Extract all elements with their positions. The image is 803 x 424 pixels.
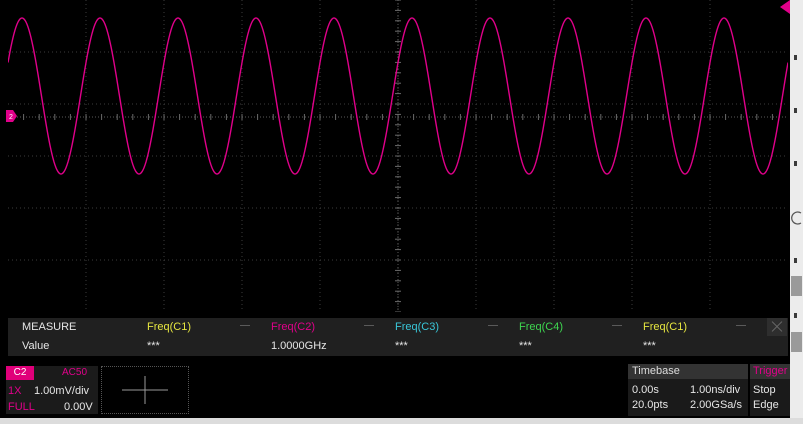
measure-col-divider — [736, 325, 746, 326]
softkey-1[interactable] — [794, 55, 797, 60]
timebase-title: Timebase — [628, 364, 748, 379]
trigger-panel[interactable]: Trigger Stop Edge — [750, 364, 790, 416]
channel-coupling: AC50 — [62, 367, 88, 378]
softkey-3[interactable] — [794, 161, 797, 166]
measure-value-c2: 1.0000GHz — [271, 340, 327, 352]
measure-value-c4: *** — [519, 340, 532, 352]
trigger-title: Trigger — [750, 364, 790, 379]
trigger-level-marker-icon[interactable] — [778, 0, 792, 14]
rotate-knob-icon[interactable] — [790, 210, 803, 226]
measure-title: MEASURE — [22, 321, 77, 333]
measure-col-freq-c3[interactable]: Freq(C3) — [395, 321, 440, 333]
measure-col-freq-c1[interactable]: Freq(C1) — [147, 321, 192, 333]
right-softkey-rail — [780, 0, 803, 424]
softkey-4[interactable] — [794, 258, 797, 263]
svg-text:2: 2 — [9, 114, 13, 121]
timebase-points: 20.0pts — [632, 399, 669, 411]
waveform-display — [8, 0, 788, 312]
softkey-7[interactable] — [791, 332, 802, 352]
channel-probe: 1X — [8, 385, 22, 397]
trigger-state: Stop — [753, 384, 776, 396]
waveform-mini-map[interactable] — [101, 366, 189, 414]
measure-value-c3: *** — [395, 340, 408, 352]
channel-offset: 0.00V — [64, 401, 93, 413]
measure-col-divider — [612, 325, 622, 326]
softkey-6[interactable] — [794, 313, 797, 318]
scope-screen: 2 MEASURE Value Freq(C1) *** Freq(C2) 1.… — [0, 0, 790, 418]
measure-col-divider — [488, 325, 498, 326]
channel-bandwidth: FULL — [8, 401, 35, 413]
close-icon[interactable] — [767, 318, 787, 336]
channel-2-trace — [8, 17, 788, 175]
measure-col-freq-c1-extra[interactable]: Freq(C1) — [643, 321, 688, 333]
measure-col-divider — [364, 325, 374, 326]
timebase-scale: 1.00ns/div — [690, 384, 741, 396]
measure-col-divider — [240, 325, 250, 326]
softkey-2[interactable] — [794, 108, 797, 113]
timebase-sample-rate: 2.00GSa/s — [690, 399, 742, 411]
window-bottom-edge — [0, 418, 803, 424]
measure-col-freq-c4[interactable]: Freq(C4) — [519, 321, 564, 333]
timebase-panel[interactable]: Timebase 0.00s 1.00ns/div 20.0pts 2.00GS… — [628, 364, 748, 416]
timebase-delay: 0.00s — [632, 384, 659, 396]
channel-tag: C2 — [6, 366, 34, 380]
channel-descriptor[interactable]: C2 AC50 1X 1.00mV/div FULL 0.00V — [6, 366, 98, 414]
trigger-type: Edge — [753, 399, 779, 411]
waveform-grid[interactable] — [8, 0, 788, 312]
softkey-5[interactable] — [791, 276, 802, 296]
measure-value-c1: *** — [147, 340, 160, 352]
measure-panel: MEASURE Value Freq(C1) *** Freq(C2) 1.00… — [8, 318, 788, 356]
channel-marker-icon[interactable]: 2 — [6, 110, 18, 122]
crosshair-icon — [122, 376, 168, 404]
status-bar: C2 AC50 1X 1.00mV/div FULL 0.00V Timebas… — [0, 362, 790, 418]
measure-row-label: Value — [22, 340, 50, 352]
channel-scale: 1.00mV/div — [34, 385, 90, 397]
measure-col-freq-c2[interactable]: Freq(C2) — [271, 321, 316, 333]
measure-value-c1-extra: *** — [643, 340, 656, 352]
